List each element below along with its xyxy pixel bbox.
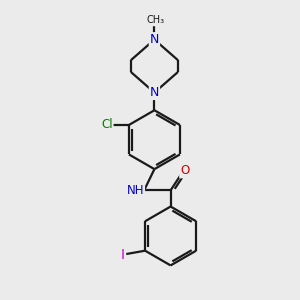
Text: CH₃: CH₃	[147, 15, 165, 26]
Text: Cl: Cl	[101, 118, 112, 131]
Text: O: O	[180, 164, 189, 177]
Text: N: N	[150, 86, 159, 99]
Text: I: I	[121, 248, 125, 262]
Text: NH: NH	[127, 184, 144, 197]
Text: N: N	[150, 33, 159, 46]
